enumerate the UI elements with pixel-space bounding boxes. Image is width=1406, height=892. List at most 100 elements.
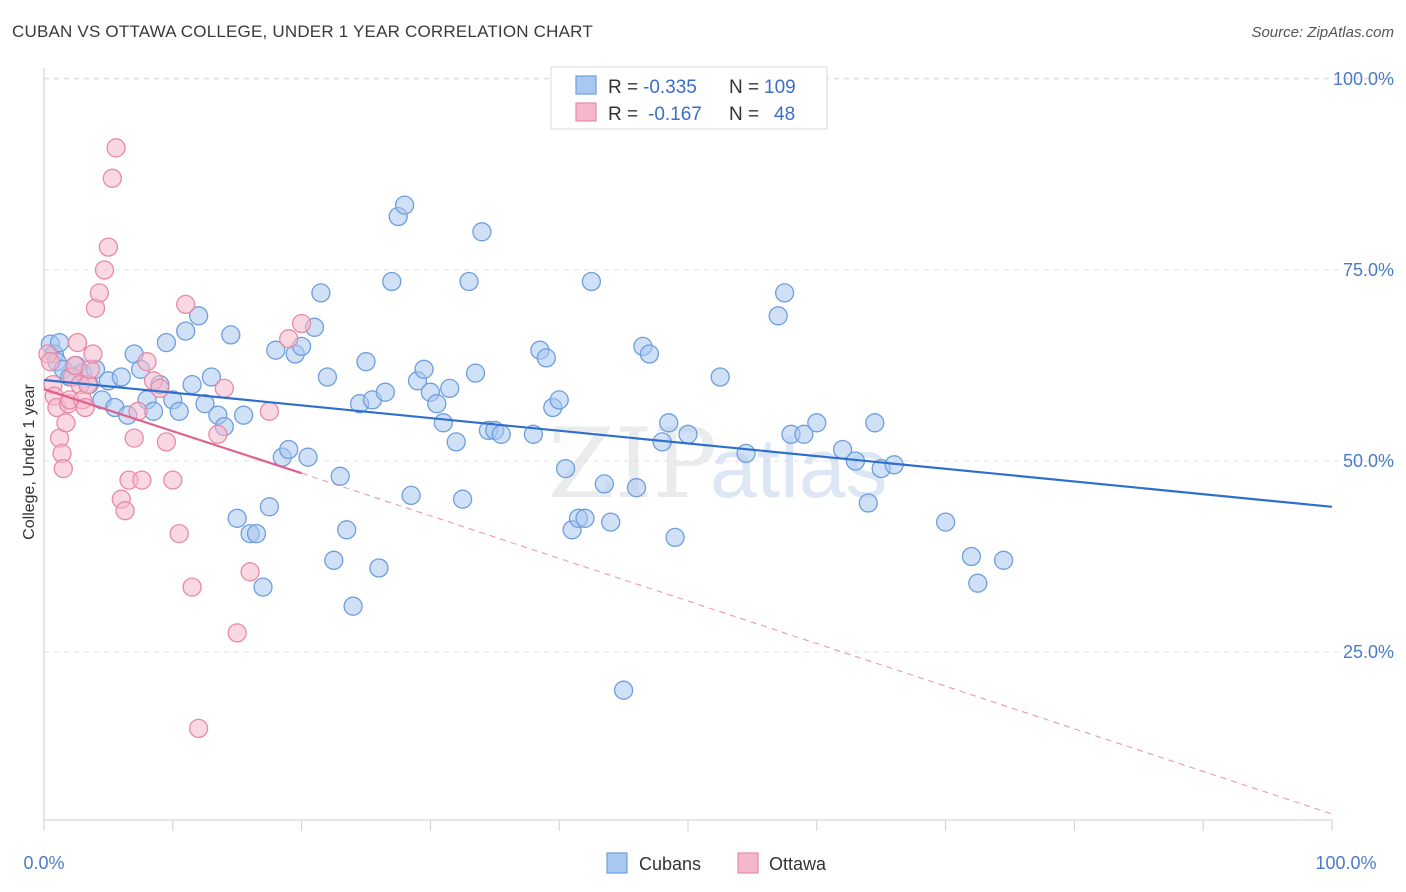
y-tick-label-100: 100.0% (1333, 69, 1394, 89)
x-tick-label-left: 0.0% (23, 853, 64, 873)
ottawa-point-35 (156, 432, 177, 452)
ottawa-point-40 (188, 718, 209, 739)
legend-swatch-ottawa (575, 102, 597, 122)
legend-r-label-ottawa: R = (608, 104, 638, 125)
cubans-point-23 (176, 321, 196, 341)
ottawa-point-44 (240, 562, 260, 582)
cubans-point-108 (968, 573, 988, 593)
series-legend-label-cubans: Cubans (639, 854, 701, 874)
cubans-point-93 (710, 367, 730, 387)
cubans-point-47 (330, 466, 350, 486)
cubans-point-95 (768, 306, 788, 326)
ottawa-point-46 (279, 329, 299, 349)
cubans-point-45 (317, 367, 338, 387)
cubans-point-42 (298, 447, 318, 467)
cubans-point-37 (266, 340, 286, 360)
ottawa-point-22 (94, 260, 115, 280)
cubans-point-35 (253, 577, 273, 597)
legend-n-value-ottawa: 48 (774, 104, 795, 125)
cubans-point-66 (452, 489, 473, 509)
cubans-point-58 (401, 485, 421, 506)
cubans-point-77 (549, 390, 569, 410)
watermark: ZIP atlas (548, 408, 887, 520)
cubans-point-49 (343, 596, 363, 616)
ottawa-point-1 (40, 352, 61, 372)
data-points (38, 138, 1014, 739)
ottawa-point-19 (83, 344, 103, 364)
cubans-point-54 (375, 382, 395, 402)
cubans-point-62 (427, 394, 447, 414)
trend-lines (43, 378, 1333, 815)
cubans-point-36 (259, 497, 280, 517)
cubans-point-27 (201, 367, 222, 387)
cubans-point-22 (169, 401, 189, 421)
cubans-point-25 (188, 306, 209, 326)
cubans-point-57 (394, 195, 415, 215)
ottawa-point-23 (98, 237, 119, 257)
source-label: Source: ZipAtlas.com (1251, 24, 1394, 41)
cubans-point-65 (446, 432, 466, 452)
y-tick-labels: 25.0% 50.0% 75.0% 100.0% (1333, 69, 1394, 662)
cubans-point-85 (613, 680, 634, 700)
y-tick-label-75: 75.0% (1343, 260, 1394, 280)
ottawa-point-47 (291, 313, 312, 334)
ottawa-point-42 (214, 378, 234, 399)
cubans-point-99 (807, 413, 827, 433)
legend-n-label-ottawa: N = (729, 104, 759, 125)
cubans-point-96 (774, 283, 795, 303)
ottawa-point-7 (53, 458, 73, 479)
cubans-point-90 (659, 413, 679, 433)
cubans-point-67 (459, 271, 479, 292)
cubans-point-46 (324, 550, 344, 570)
cubans-point-68 (465, 363, 486, 383)
x-axis-ticks (43, 820, 1333, 831)
ottawa-point-39 (182, 577, 202, 597)
series-legend-swatch-ottawa (737, 852, 759, 874)
legend-swatch-cubans (575, 75, 597, 95)
cubans-trend-line (43, 378, 1333, 508)
ottawa-point-8 (56, 413, 76, 433)
ottawa-point-34 (150, 378, 170, 399)
ottawa-point-38 (176, 294, 196, 315)
ottawa-point-36 (163, 470, 183, 490)
cubans-point-34 (246, 523, 267, 544)
cubans-point-60 (414, 359, 434, 379)
cubans-point-94 (736, 443, 756, 464)
cubans-point-69 (472, 222, 492, 242)
cubans-point-44 (311, 283, 331, 303)
cubans-point-53 (369, 558, 389, 578)
cubans-point-91 (665, 527, 685, 548)
y-axis-label: College, Under 1 year (21, 384, 38, 540)
cubans-point-106 (935, 512, 956, 532)
cubans-point-83 (594, 474, 614, 494)
ottawa-point-13 (67, 332, 88, 353)
y-tick-label-50: 50.0% (1343, 451, 1394, 471)
cubans-point-109 (993, 550, 1014, 570)
cubans-point-24 (182, 374, 202, 395)
cubans-point-51 (356, 352, 376, 372)
series-legend: Cubans Ottawa (606, 852, 827, 874)
ottawa-point-27 (115, 501, 135, 521)
cubans-point-39 (279, 439, 299, 460)
cubans-point-78 (555, 458, 576, 479)
series-legend-label-ottawa: Ottawa (769, 854, 827, 874)
cubans-point-73 (523, 424, 544, 444)
cubans-point-20 (156, 332, 177, 353)
cubans-point-26 (195, 394, 215, 414)
cubans-point-103 (865, 413, 885, 433)
legend-n-label-cubans: N = (729, 77, 759, 98)
legend-r-label-cubans: R = (608, 77, 638, 98)
ottawa-point-24 (102, 168, 122, 188)
cubans-point-64 (440, 378, 460, 399)
cubans-point-88 (639, 344, 660, 364)
cubans-point-31 (227, 508, 247, 528)
ottawa-point-43 (227, 623, 247, 643)
cubans-point-13 (111, 367, 131, 387)
ottawa-point-41 (208, 424, 228, 444)
legend-n-value-cubans: 109 (764, 77, 796, 98)
ottawa-trend-extension (301, 472, 1333, 815)
series-legend-swatch-cubans (606, 852, 628, 874)
ottawa-point-31 (132, 470, 152, 490)
ottawa-trend-line (43, 388, 302, 475)
